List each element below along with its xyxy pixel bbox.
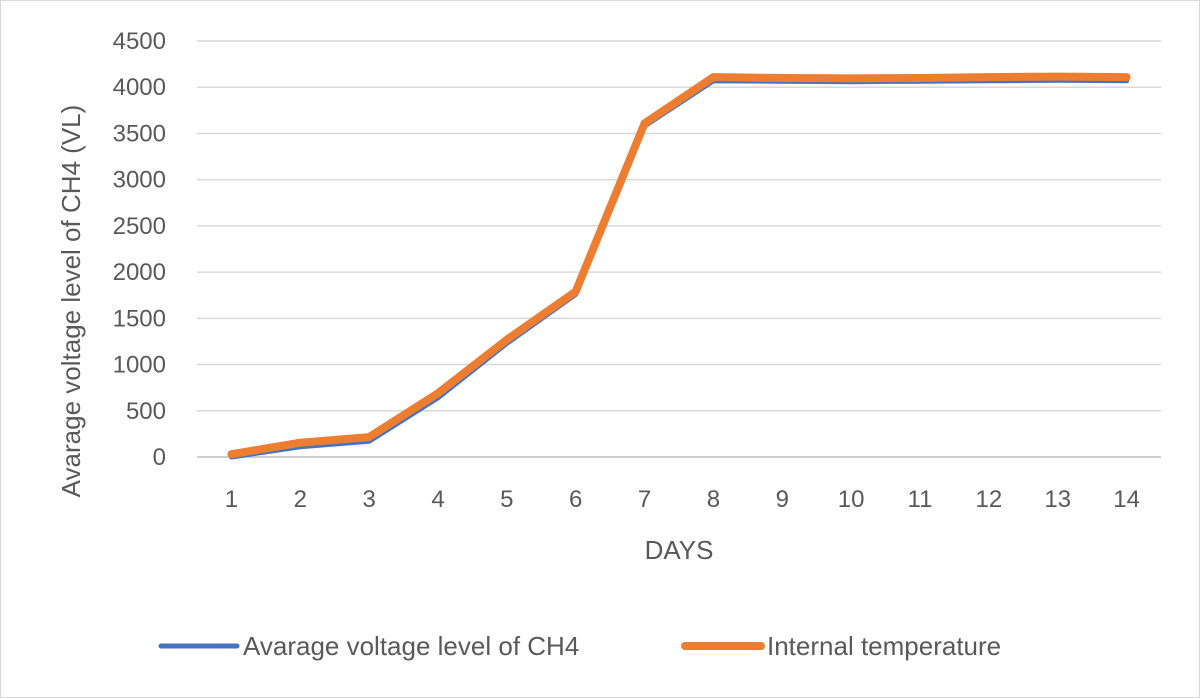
x-tick-label: 3 [362, 486, 375, 513]
x-tick-label: 14 [1113, 486, 1140, 513]
x-tick-label: 6 [569, 486, 582, 513]
y-tick-label: 4500 [113, 28, 166, 55]
x-tick-label: 2 [294, 486, 307, 513]
x-tick-label: 1 [225, 486, 238, 513]
x-axis-title: DAYS [645, 535, 714, 565]
y-tick-label: 3500 [113, 120, 166, 147]
y-tick-label: 0 [153, 444, 166, 471]
legend-label: Internal temperature [767, 631, 1001, 661]
y-axis-ticks: 0 500 1000 1500 2000 2500 3000 3500 4000 4500 [113, 28, 166, 471]
series-line-1 [228, 77, 1130, 460]
x-tick-label: 13 [1044, 486, 1071, 513]
x-axis-ticks: 1 2 3 4 5 6 7 8 9 10 11 12 13 14 [225, 486, 1140, 513]
x-tick-label: 12 [976, 486, 1003, 513]
series-line-2 [227, 72, 1131, 459]
y-tick-label: 2000 [113, 259, 166, 286]
y-tick-label: 2500 [113, 213, 166, 240]
x-tick-label: 9 [776, 486, 789, 513]
gridlines [197, 40, 1161, 458]
y-tick-label: 1500 [113, 305, 166, 332]
y-tick-label: 500 [126, 398, 166, 425]
x-tick-label: 5 [500, 486, 513, 513]
y-tick-label: 4000 [113, 74, 166, 101]
legend-label: Avarage voltage level of CH4 [243, 631, 579, 661]
x-tick-label: 10 [838, 486, 865, 513]
x-tick-label: 8 [707, 486, 720, 513]
y-tick-label: 1000 [113, 352, 166, 379]
y-tick-label: 3000 [113, 167, 166, 194]
x-tick-label: 7 [638, 486, 651, 513]
x-tick-label: 4 [431, 486, 444, 513]
y-axis-title: Avarage voltage level of CH4 (VL) [56, 105, 86, 498]
series-lines [227, 72, 1131, 460]
x-tick-label: 11 [908, 486, 933, 513]
legend: Avarage voltage level of CH4 Internal tem… [158, 631, 1001, 661]
